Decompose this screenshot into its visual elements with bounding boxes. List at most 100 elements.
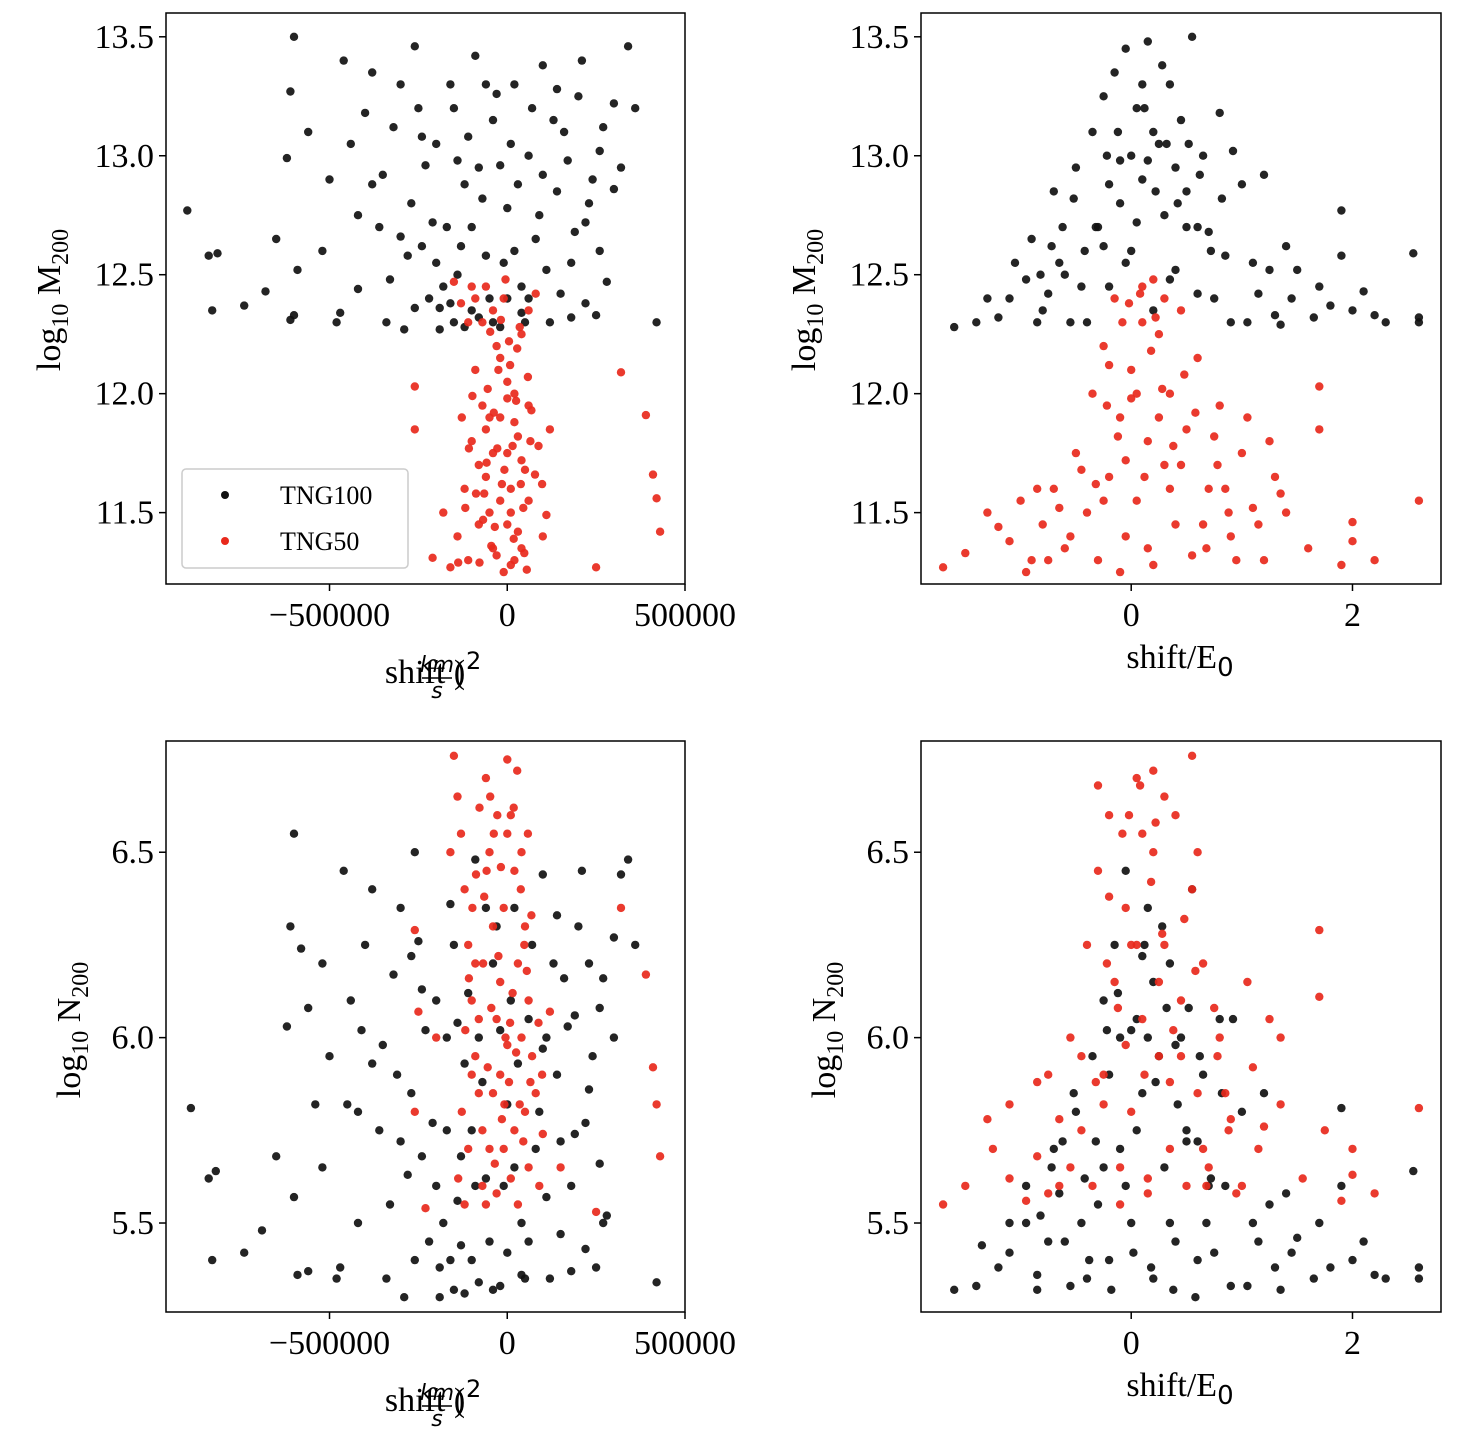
point-tng100 — [453, 1018, 462, 1027]
point-tng100 — [240, 1248, 249, 1257]
point-tng100 — [417, 985, 427, 994]
point-tng50 — [457, 413, 466, 422]
point-tng50 — [520, 548, 529, 558]
point-tng50 — [468, 903, 477, 913]
point-tng100 — [407, 199, 416, 208]
point-tng100 — [368, 180, 377, 189]
point-tng50 — [1143, 1174, 1153, 1183]
point-tng100 — [1127, 246, 1136, 256]
point-tng100 — [1132, 218, 1141, 227]
point-tng50 — [1077, 465, 1086, 474]
point-tng50 — [1138, 282, 1147, 291]
point-tng50 — [1281, 508, 1291, 517]
point-tng100 — [1149, 1274, 1158, 1283]
point-tng100 — [467, 222, 476, 232]
point-tng100 — [439, 1218, 448, 1228]
point-tng100 — [213, 249, 222, 258]
point-tng50 — [483, 1063, 492, 1072]
point-tng50 — [499, 567, 508, 577]
x-axis-label-fraction: km s ) 2 — [420, 647, 481, 704]
point-tng50 — [1221, 1089, 1230, 1098]
point-tng100 — [1160, 211, 1169, 220]
x-tick-label: −500000 — [269, 597, 390, 634]
point-tng100 — [1113, 988, 1123, 998]
point-tng50 — [520, 922, 530, 931]
point-tng100 — [1127, 1218, 1136, 1228]
point-tng100 — [1121, 44, 1130, 53]
point-tng50 — [1187, 751, 1197, 760]
point-tng50 — [1210, 1003, 1219, 1013]
x-tick-label: 2 — [1344, 597, 1361, 634]
point-tng50 — [454, 1174, 463, 1183]
plot-area — [938, 751, 1424, 1302]
point-tng100 — [396, 232, 405, 241]
point-tng100 — [1071, 1107, 1081, 1117]
y-tick-label: 12.5 — [850, 257, 910, 294]
point-tng50 — [526, 1077, 535, 1087]
point-tng50 — [1191, 408, 1200, 417]
point-tng50 — [1110, 294, 1119, 303]
point-tng100 — [488, 318, 498, 327]
point-tng100 — [1337, 1181, 1346, 1191]
point-tng100 — [293, 1270, 302, 1280]
point-tng50 — [1044, 1070, 1053, 1079]
point-tng50 — [1121, 456, 1130, 465]
x-tick-label: 0 — [499, 1325, 516, 1362]
point-tng100 — [471, 51, 480, 60]
point-tng50 — [1304, 544, 1313, 553]
legend: TNG100 TNG50 — [181, 468, 409, 569]
point-tng50 — [489, 829, 498, 838]
point-tng100 — [524, 151, 533, 160]
point-tng50 — [504, 337, 514, 346]
y-tick-label: 13.0 — [850, 138, 910, 175]
point-tng50 — [449, 277, 459, 286]
point-tng100 — [588, 1052, 597, 1061]
point-tng50 — [446, 563, 455, 572]
point-tng100 — [1270, 1263, 1280, 1272]
point-tng50 — [1320, 1126, 1330, 1135]
point-tng50 — [1138, 829, 1147, 838]
point-tng100 — [559, 974, 569, 983]
point-tng100 — [471, 855, 480, 864]
x-axis-label: shift ( — [385, 654, 465, 691]
point-tng100 — [460, 180, 469, 189]
point-tng50 — [509, 803, 518, 812]
point-tng100 — [360, 108, 370, 118]
point-tng50 — [523, 372, 533, 382]
point-tng50 — [504, 1077, 514, 1087]
point-tng50 — [496, 977, 505, 987]
point-tng100 — [1143, 1033, 1153, 1042]
point-tng100 — [1151, 1077, 1160, 1087]
point-tng100 — [1195, 1052, 1205, 1061]
point-tng50 — [1115, 567, 1125, 577]
point-tng50 — [520, 940, 529, 950]
point-tng100 — [581, 1118, 590, 1128]
point-tng50 — [519, 1137, 528, 1146]
point-tng100 — [1173, 1100, 1182, 1109]
point-tng100 — [574, 922, 583, 931]
point-tng100 — [410, 848, 419, 857]
point-tng100 — [1206, 1174, 1216, 1183]
point-tng100 — [1228, 1014, 1238, 1024]
point-tng100 — [417, 1152, 427, 1161]
point-tng50 — [497, 479, 507, 489]
point-tng50 — [1033, 1152, 1042, 1161]
point-tng50 — [1232, 1189, 1241, 1198]
point-tng50 — [432, 1033, 441, 1042]
point-tng50 — [535, 1181, 544, 1191]
point-tng50 — [1055, 1115, 1064, 1124]
point-tng100 — [1237, 1107, 1247, 1117]
point-tng50 — [485, 508, 494, 517]
point-tng100 — [609, 1033, 619, 1042]
point-tng100 — [204, 251, 213, 260]
point-tng100 — [545, 1274, 555, 1283]
point-tng50 — [1033, 484, 1042, 493]
series-tng100 — [183, 32, 661, 334]
plot-area — [938, 32, 1424, 577]
y-tick-label: 13.0 — [95, 138, 155, 175]
point-tng100 — [535, 1107, 544, 1117]
point-tng50 — [516, 479, 525, 489]
point-tng100 — [353, 284, 363, 294]
point-tng50 — [1180, 914, 1189, 924]
point-tng50 — [1027, 556, 1036, 565]
